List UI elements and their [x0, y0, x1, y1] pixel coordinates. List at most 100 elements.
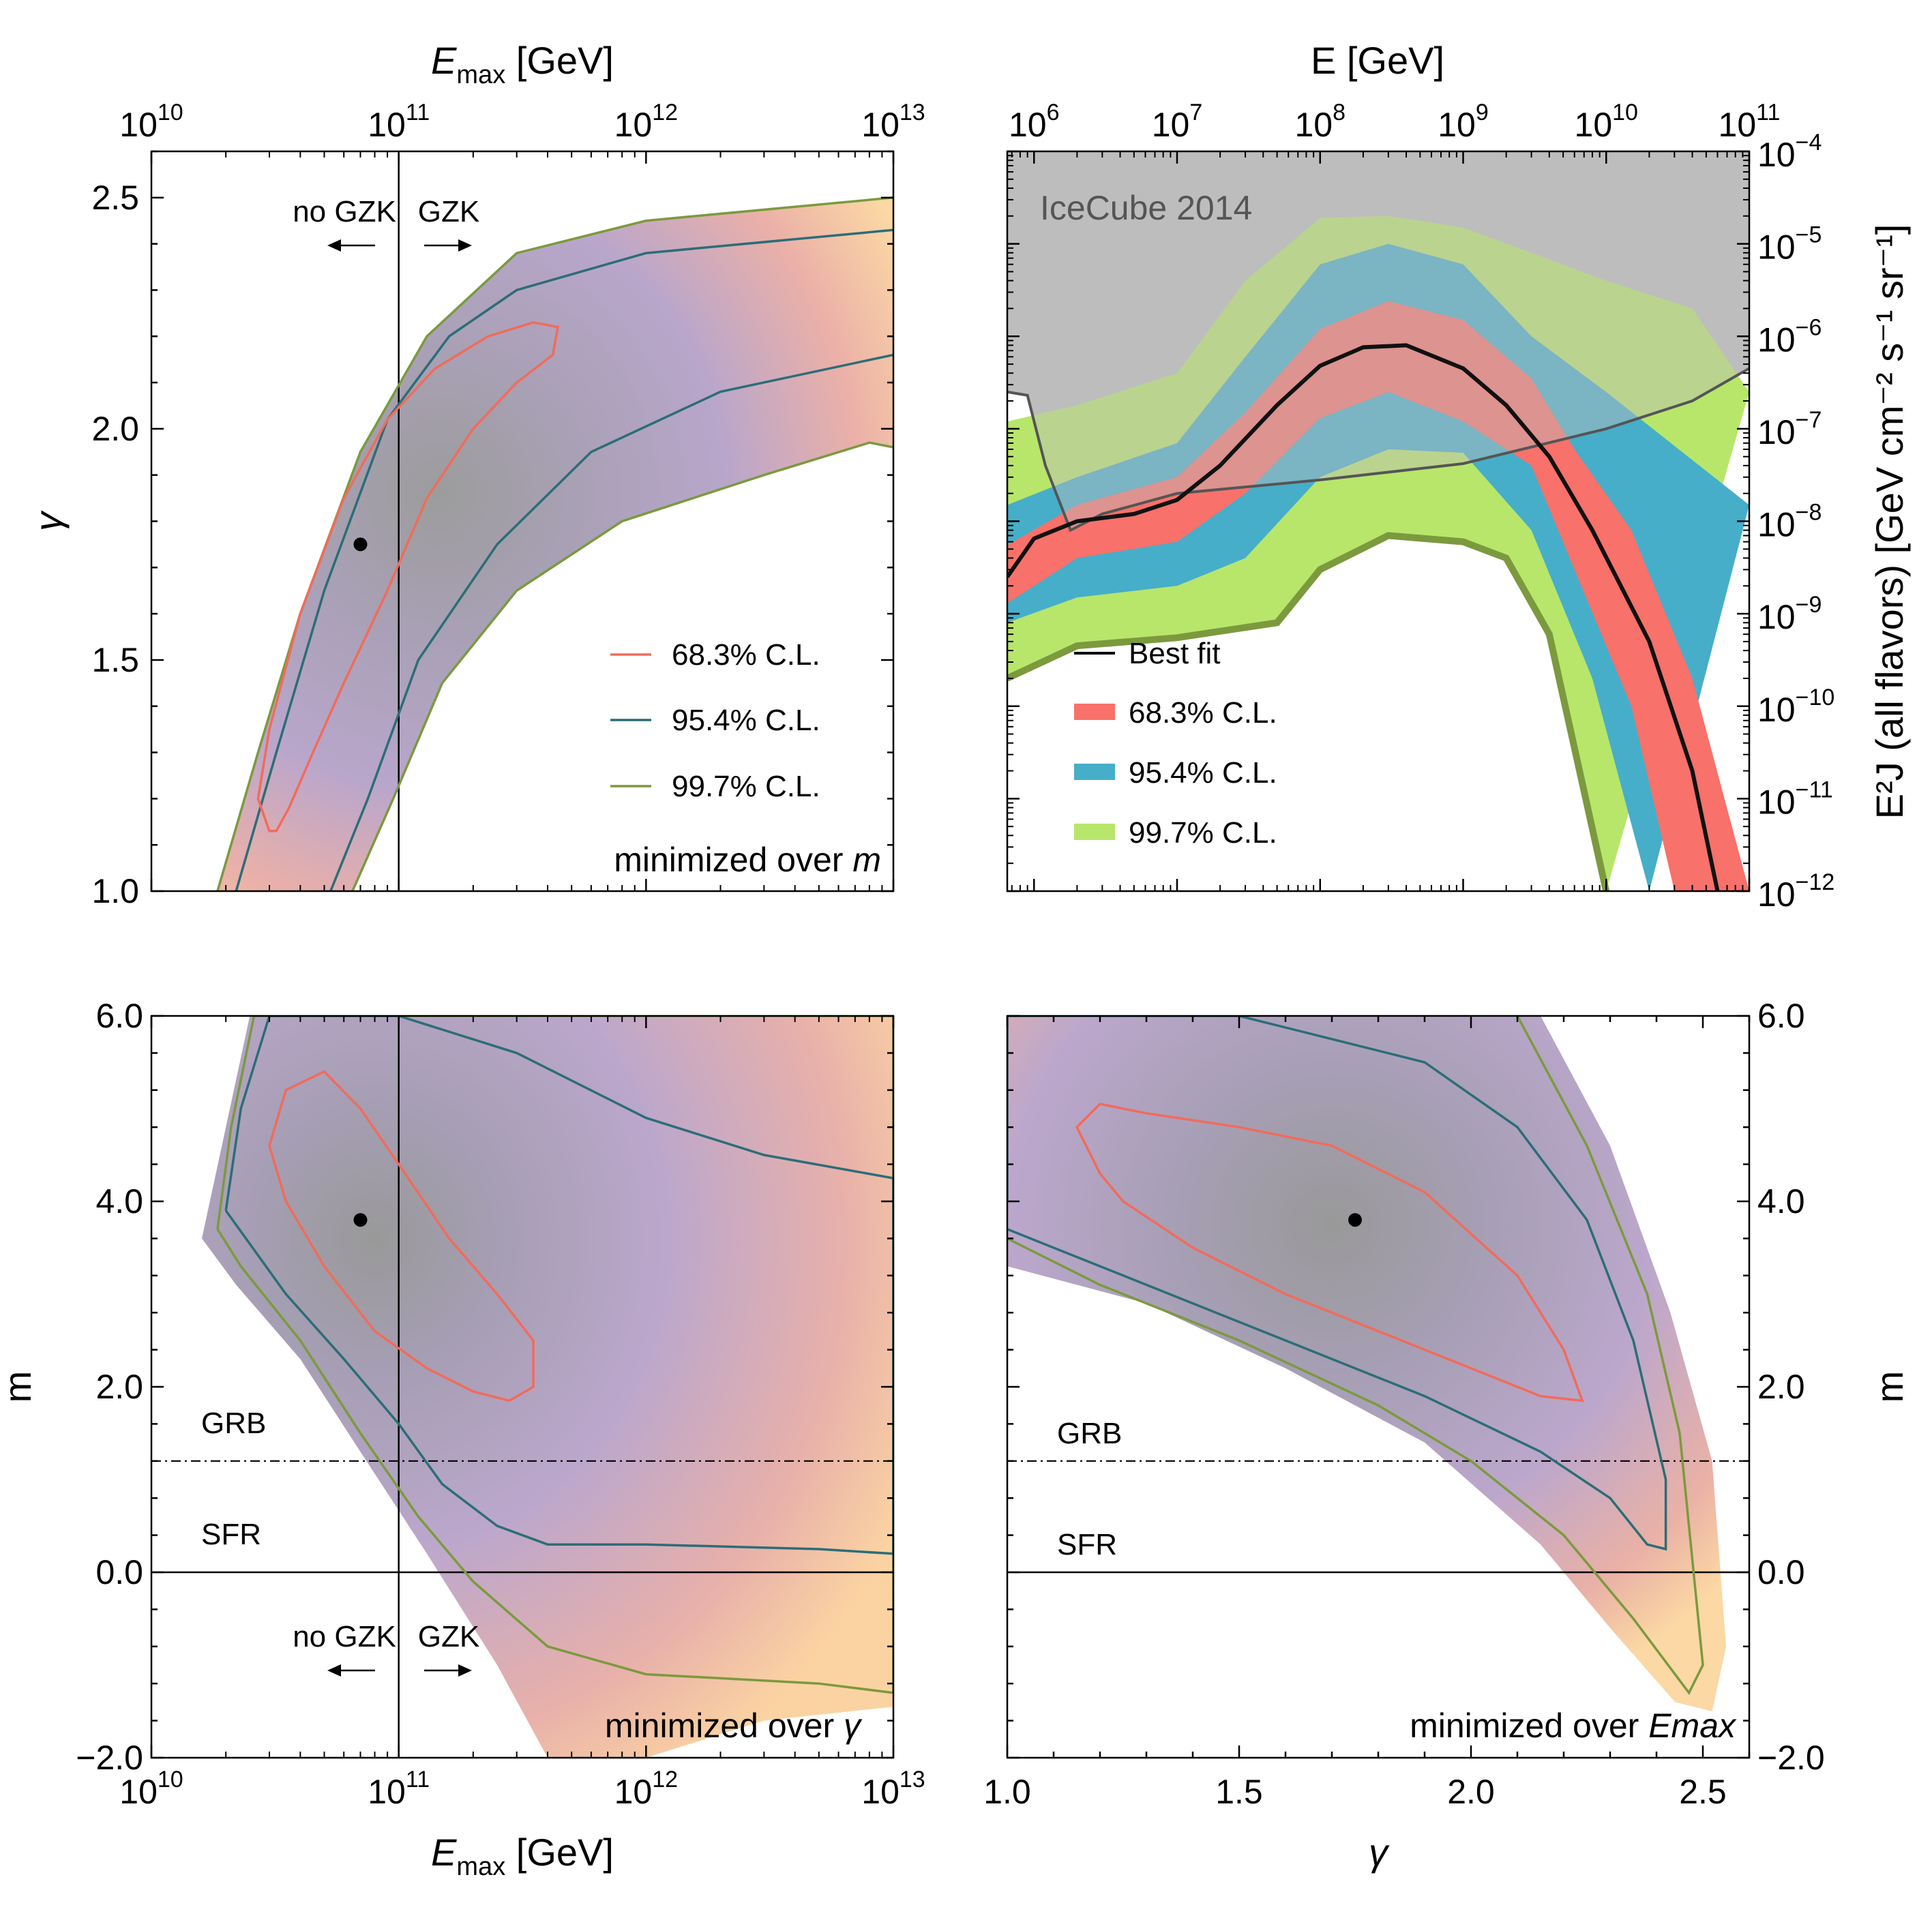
sfr-label: SFR [1057, 1528, 1117, 1561]
legend-label-68: 68.3% C.L. [1129, 696, 1277, 730]
contour-99-lower [351, 441, 893, 891]
arrow-left-icon [327, 239, 375, 252]
arrow-right-icon [424, 239, 472, 252]
icecube-overlay [1007, 151, 1749, 530]
legend-swatch-99 [1074, 824, 1115, 840]
legend-swatch-68 [1074, 704, 1115, 720]
contour-99-upper [216, 196, 893, 891]
panel-top-left: 1010 1011 1012 1013 1.0 1.5 2.0 2.5 Emax [GeV]… [27, 39, 925, 910]
legend: 68.3% C.L. 95.4% C.L. 99.7% C.L. [610, 638, 820, 803]
legend-label-99: 99.7% C.L. [1129, 816, 1277, 850]
x-axis-label: γ [1369, 1831, 1390, 1874]
contour-95 [224, 1016, 893, 1555]
x-tick-label: 1010 [119, 100, 183, 144]
icecube-limit-line [1007, 367, 1749, 532]
y-tick-label: 10−7 [1757, 407, 1822, 451]
top-axis-label: Emax [GeV] [431, 39, 614, 89]
y-ticks: −2.0 0.0 2.0 4.0 6.0 [76, 997, 893, 1777]
arrow-left-icon [327, 1664, 375, 1677]
y-ticks: −2.0 0.0 2.0 4.0 6.0 [1007, 997, 1825, 1777]
panel-bottom-right: 1.0 1.5 2.0 2.5 −2.0 0.0 2.0 4.0 6.0 γ m GRB SF… [983, 997, 1911, 1874]
contour-68 [1075, 1102, 1584, 1402]
likelihood-heatmap [1007, 1016, 1726, 1711]
y-tick-label: 0.0 [95, 1553, 143, 1591]
contour-68 [256, 321, 560, 832]
likelihood-heatmap [194, 170, 893, 891]
x-tick-label: 2.5 [1679, 1773, 1727, 1811]
best-fit-point [353, 537, 368, 552]
contour-68 [268, 1070, 535, 1402]
y-tick-label: 2.0 [91, 410, 139, 448]
y-tick-label: 2.0 [95, 1368, 143, 1406]
icecube-label: IceCube 2014 [1040, 189, 1252, 227]
x-tick-label: 106 [1009, 100, 1060, 144]
x-tick-label: 1013 [861, 1767, 925, 1811]
contour-95-lower [329, 353, 893, 891]
x-tick-label: 1013 [861, 100, 925, 144]
y-tick-label: 6.0 [1757, 997, 1805, 1035]
y-axis-label: m [0, 1371, 39, 1403]
minimized-note: minimized over m [614, 841, 881, 879]
contour-99 [1007, 1016, 1704, 1696]
y-tick-label: 6.0 [95, 997, 143, 1035]
best-fit-line [1007, 343, 1720, 891]
y-tick-label: 4.0 [1757, 1182, 1805, 1220]
y-axis-label: γ [27, 510, 70, 531]
top-axis-label: E [GeV] [1311, 39, 1444, 82]
grb-label: GRB [1057, 1417, 1122, 1450]
no-gzk-label: no GZK [293, 1620, 396, 1653]
sfr-label: SFR [201, 1518, 261, 1551]
no-gzk-label: no GZK [293, 195, 396, 228]
contour-95-upper [235, 228, 893, 891]
panel-bottom-left: 1010 1011 1012 1013 −2.0 0.0 2.0 4.0 6.0 Emax [… [0, 997, 925, 1881]
x-ticks: 1.0 1.5 2.0 2.5 [983, 1016, 1751, 1811]
x-tick-label: 2.0 [1447, 1773, 1495, 1811]
gzk-label: GZK [418, 195, 479, 228]
x-axis-label: Emax [GeV] [431, 1831, 614, 1881]
y-tick-label: 10−11 [1757, 777, 1833, 821]
y-axis-label: m [1868, 1371, 1911, 1403]
y-tick-label: 10−5 [1757, 222, 1822, 267]
x-tick-label: 1010 [1575, 100, 1638, 144]
y-tick-label: −2.0 [76, 1739, 143, 1777]
contour-95 [1007, 1016, 1667, 1551]
y-tick-label: 10−6 [1757, 314, 1822, 359]
legend-label-best-fit: Best fit [1129, 637, 1221, 670]
legend-label-95: 95.4% C.L. [672, 704, 820, 737]
x-tick-label: 1.5 [1215, 1773, 1263, 1811]
x-tick-label: 109 [1438, 100, 1489, 144]
contour-99 [216, 1016, 893, 1694]
y-ticks: 1.0 1.5 2.0 2.5 [91, 150, 893, 910]
x-tick-label: 1011 [1719, 100, 1781, 144]
arrow-right-icon [424, 1664, 472, 1677]
best-fit-point [353, 1213, 368, 1227]
minimized-note: minimized over Emax [1410, 1707, 1737, 1745]
legend: Best fit 68.3% C.L. 95.4% C.L. 99.7% C.L… [1074, 637, 1277, 850]
y-tick-label: 1.5 [91, 641, 139, 679]
legend-label-99: 99.7% C.L. [672, 770, 820, 803]
band-99-lower-edge [1007, 532, 1610, 891]
best-fit-point [1348, 1213, 1362, 1227]
x-tick-label: 1.0 [983, 1773, 1031, 1811]
y-axis-label: E²J (all flavors) [GeV cm⁻² s⁻¹ sr⁻¹] [1868, 224, 1911, 820]
grb-label: GRB [201, 1407, 266, 1440]
x-tick-label: 1010 [119, 1767, 183, 1811]
x-ticks: 1010 1011 1012 1013 [119, 1016, 925, 1811]
legend-swatch-95 [1074, 764, 1115, 780]
panel-top-right: 106 107 108 109 1010 1011 10−410−510−610−710−… [1006, 39, 1911, 914]
y-ticks: 10−4 10−5 10−6 10−7 10−8 10−9 10−10 10−11 10−12 [1007, 130, 1834, 914]
y-tick-label: 10−9 [1757, 592, 1822, 636]
band-95 [1007, 243, 1749, 891]
legend-label-95: 95.4% C.L. [1129, 756, 1277, 790]
legend-label-68: 68.3% C.L. [672, 638, 820, 672]
y-tick-label: 10−10 [1757, 685, 1834, 729]
y-tick-label: 10−12 [1757, 869, 1834, 914]
y-tick-label: 1.0 [91, 872, 139, 910]
y-tick-label: 10−4 [1757, 130, 1822, 174]
band-68 [1007, 301, 1749, 891]
x-tick-label: 108 [1294, 100, 1346, 144]
x-tick-label: 1012 [614, 1767, 678, 1811]
y-tick-label: −2.0 [1757, 1739, 1825, 1777]
y-tick-label: 2.0 [1757, 1368, 1805, 1406]
